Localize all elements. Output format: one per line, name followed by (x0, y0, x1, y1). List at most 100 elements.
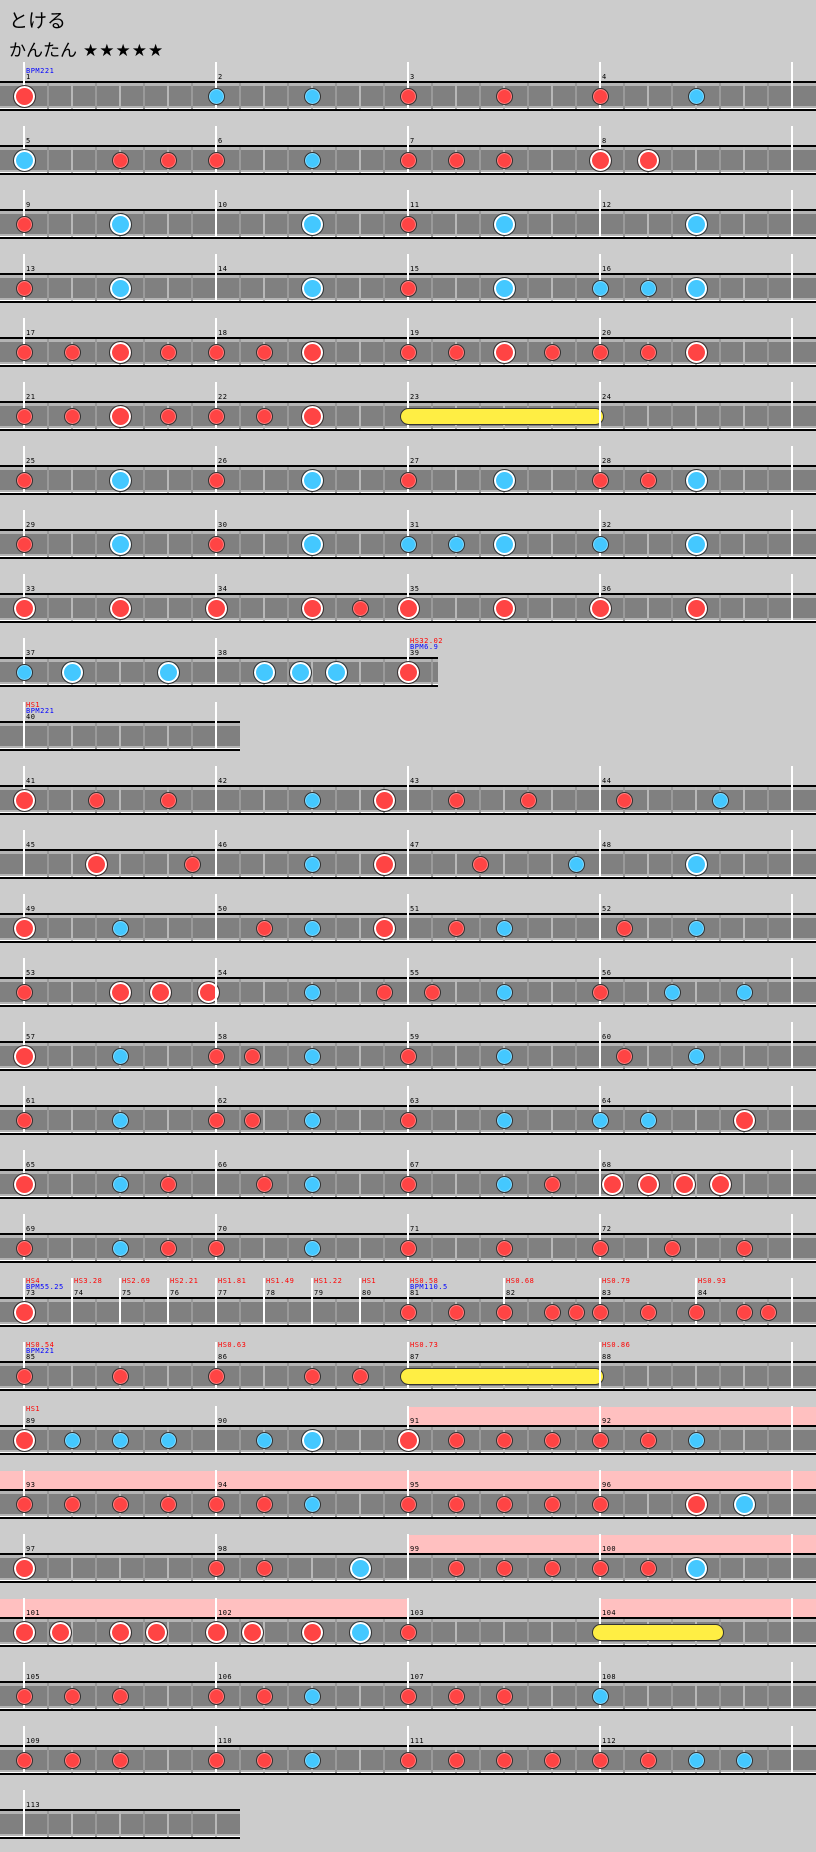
big-don-note (708, 1172, 732, 1196)
beat-gridline (383, 403, 385, 429)
beat-gridline (575, 531, 577, 557)
big-don-note (732, 1108, 756, 1132)
chart-row: 45 46 47 48 (0, 828, 816, 892)
beat-gridline (359, 1683, 361, 1709)
beat-gridline (239, 1491, 241, 1517)
measure-line (599, 254, 601, 301)
beat-gridline (527, 467, 529, 493)
beat-gridline (743, 339, 745, 365)
beat-gridline (191, 595, 193, 621)
beat-gridline (719, 83, 721, 109)
beat-gridline (479, 1427, 481, 1453)
beat-gridline (95, 1619, 97, 1645)
beat-gridline (527, 531, 529, 557)
beat-gridline (47, 1555, 49, 1581)
big-don-note (144, 1620, 168, 1644)
measure-line (215, 1470, 217, 1517)
beat-gridline (359, 1235, 361, 1261)
scroll-speed-label: HS0.79 (602, 1277, 631, 1285)
beat-gridline (743, 787, 745, 813)
beat-gridline (647, 1683, 649, 1709)
don-note (207, 1047, 225, 1065)
beat-gridline (359, 83, 361, 109)
ka-note (591, 1687, 609, 1705)
measure-number: 29 (26, 521, 36, 529)
beat-gridline (359, 531, 361, 557)
beat-gridline (623, 531, 625, 557)
ka-note (495, 1047, 513, 1065)
don-note (591, 343, 609, 361)
measure-number: 105 (26, 1673, 41, 1681)
beat-gridline (287, 787, 289, 813)
beat-gridline (623, 275, 625, 301)
don-note (255, 1495, 273, 1513)
don-note (591, 1559, 609, 1577)
measure-number: 112 (602, 1737, 617, 1745)
measure-line (599, 1726, 601, 1773)
ka-note (495, 919, 513, 937)
beat-gridline (119, 1811, 121, 1837)
beat-gridline (383, 1171, 385, 1197)
beat-gridline (743, 1619, 745, 1645)
beat-gridline (95, 339, 97, 365)
measure-line (599, 1150, 601, 1197)
don-note (111, 1367, 129, 1385)
beat-gridline (383, 1427, 385, 1453)
beat-gridline (263, 275, 265, 301)
don-note (447, 1303, 465, 1321)
don-note (63, 1495, 81, 1513)
beat-gridline (191, 1683, 193, 1709)
beat-gridline (719, 1107, 721, 1133)
measure-number: 47 (410, 841, 420, 849)
beat-gridline (239, 1555, 241, 1581)
don-note (519, 791, 537, 809)
beat-gridline (143, 211, 145, 237)
beat-gridline (119, 83, 121, 109)
measure-number: 58 (218, 1033, 228, 1041)
beat-gridline (575, 1555, 577, 1581)
measure-number: 6 (218, 137, 223, 145)
beat-gridline (551, 851, 553, 877)
beat-gridline (47, 1619, 49, 1645)
beat-gridline (191, 1747, 193, 1773)
beat-gridline (623, 1555, 625, 1581)
beat-gridline (335, 851, 337, 877)
beat-gridline (479, 1555, 481, 1581)
big-don-note (300, 596, 324, 620)
don-note (399, 151, 417, 169)
measure-line (215, 1086, 217, 1133)
don-note (447, 1559, 465, 1577)
don-note (543, 1431, 561, 1449)
bpm-change-label: BPM221 (26, 67, 55, 75)
beat-gridline (47, 787, 49, 813)
beat-gridline (239, 1107, 241, 1133)
beat-gridline (623, 1299, 625, 1325)
measure-line (791, 894, 793, 941)
don-note (687, 1303, 705, 1321)
beat-gridline (47, 915, 49, 941)
big-don-note (396, 1428, 420, 1452)
big-ka-note (684, 532, 708, 556)
ka-note (687, 87, 705, 105)
big-ka-note (732, 1492, 756, 1516)
beat-gridline (431, 1619, 433, 1645)
big-don-note (684, 596, 708, 620)
measure-number: 72 (602, 1225, 612, 1233)
big-don-note (588, 596, 612, 620)
chart-row: 33 34 35 36 (0, 572, 816, 636)
beat-gridline (431, 1427, 433, 1453)
beat-gridline (95, 211, 97, 237)
beat-gridline (671, 1299, 673, 1325)
beat-gridline (335, 1491, 337, 1517)
chart-row: 37 38 39 BPM6.9 HS32.02 (0, 636, 443, 700)
don-note (207, 1367, 225, 1385)
beat-gridline (191, 1811, 193, 1837)
beat-gridline (71, 1555, 73, 1581)
beat-gridline (671, 851, 673, 877)
beat-gridline (143, 339, 145, 365)
beat-gridline (431, 1683, 433, 1709)
measure-line (23, 446, 25, 493)
measure-number: 75 (122, 1289, 132, 1297)
gogo-highlight (600, 1599, 816, 1617)
ka-note (15, 663, 33, 681)
